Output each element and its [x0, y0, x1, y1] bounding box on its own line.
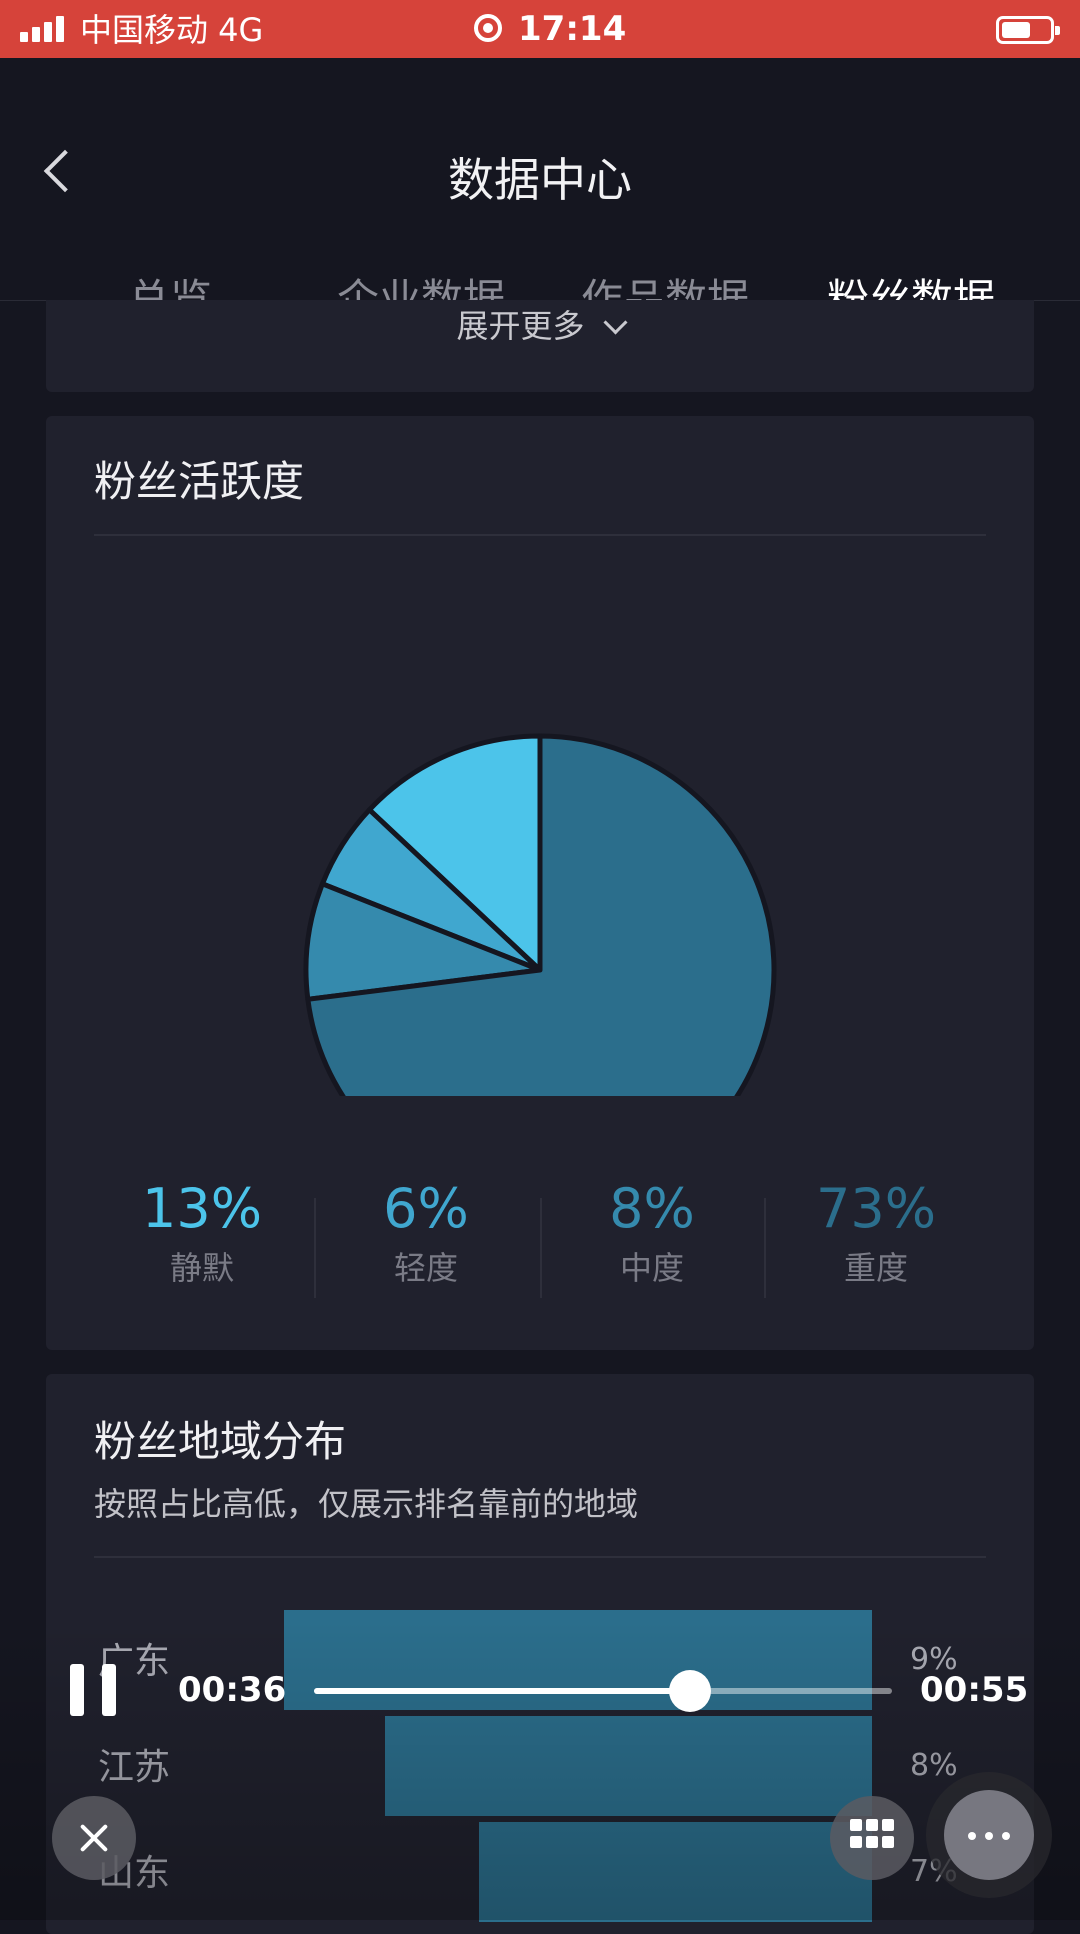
stat-light-value: 6% [383, 1177, 469, 1240]
region-bar [385, 1716, 872, 1816]
divider [94, 534, 986, 536]
pause-button[interactable] [68, 1664, 120, 1716]
fan-region-title: 粉丝地域分布 [94, 1417, 347, 1466]
expand-more-button[interactable]: 展开更多 [46, 304, 1034, 348]
region-bar [284, 1610, 872, 1710]
carrier-label: 中国移动 4G [80, 11, 264, 49]
app-header: 数据中心 总览 企业数据 作品数据 粉丝数据 [0, 58, 1080, 356]
pie-slice-3 [305, 733, 777, 1096]
expand-more-label: 展开更多 [456, 307, 585, 345]
more-button[interactable] [944, 1790, 1034, 1880]
clock: 17:14 [518, 9, 627, 49]
grid-icon [882, 1819, 894, 1831]
region-row: 山东 7% [46, 1822, 1034, 1922]
activity-stats: 13% 静默 6% 轻度 8% 中度 73% 重度 [46, 1176, 1034, 1306]
more-icon [968, 1832, 976, 1840]
pie-slice-0 [366, 733, 543, 973]
fan-activity-title: 粉丝活跃度 [94, 457, 305, 506]
region-percent: 9% [910, 1642, 958, 1677]
pause-icon [102, 1664, 116, 1716]
stat-medium: 8% 中度 [540, 1176, 764, 1290]
stat-heavy-value: 73% [815, 1177, 937, 1240]
battery-icon [996, 16, 1060, 44]
page-title: 数据中心 [448, 153, 632, 207]
stat-light: 6% 轻度 [314, 1176, 538, 1290]
signal-icon [20, 16, 64, 42]
grid-icon [850, 1819, 862, 1831]
seek-bar-played [314, 1688, 690, 1694]
stat-medium-value: 8% [609, 1177, 695, 1240]
divider [94, 1556, 986, 1558]
current-time: 00:36 [178, 1670, 287, 1710]
expand-card: 展开更多 [46, 300, 1034, 392]
grid-menu-button[interactable] [830, 1796, 914, 1880]
region-percent: 8% [910, 1748, 958, 1783]
stat-heavy: 73% 重度 [764, 1176, 988, 1290]
stat-silent-label: 静默 [169, 1249, 234, 1287]
chevron-down-icon [602, 310, 628, 335]
more-icon [1002, 1832, 1010, 1840]
grid-icon [866, 1819, 878, 1831]
stat-heavy-label: 重度 [843, 1249, 908, 1287]
grid-icon [866, 1836, 878, 1848]
region-row: 江苏 8% [46, 1716, 1034, 1816]
grid-icon [850, 1836, 862, 1848]
status-bar: 中国移动 4G 17:14 [0, 0, 1080, 58]
grid-icon [882, 1836, 894, 1848]
pie-slice-2 [303, 881, 543, 1002]
activity-pie-chart [303, 733, 777, 1096]
total-time: 00:55 [920, 1670, 1029, 1710]
close-button[interactable] [52, 1796, 136, 1880]
stat-silent: 13% 静默 [90, 1176, 314, 1290]
more-icon [985, 1832, 993, 1840]
divider [314, 1198, 316, 1298]
divider [764, 1198, 766, 1298]
region-bar [479, 1822, 872, 1922]
stat-silent-value: 13% [141, 1177, 263, 1240]
fan-region-subtitle: 按照占比高低，仅展示排名靠前的地域 [94, 1485, 639, 1523]
fan-activity-card: 粉丝活跃度 13% 静默 6% 轻度 8% 中度 73% 重度 [46, 416, 1034, 1350]
seek-bar[interactable] [314, 1670, 892, 1712]
region-name: 江苏 [98, 1747, 171, 1788]
pause-icon [70, 1664, 84, 1716]
screen-record-icon [474, 14, 502, 42]
stat-light-label: 轻度 [393, 1249, 458, 1287]
stat-medium-label: 中度 [619, 1249, 684, 1287]
divider [540, 1198, 542, 1298]
seek-handle[interactable] [668, 1670, 711, 1712]
